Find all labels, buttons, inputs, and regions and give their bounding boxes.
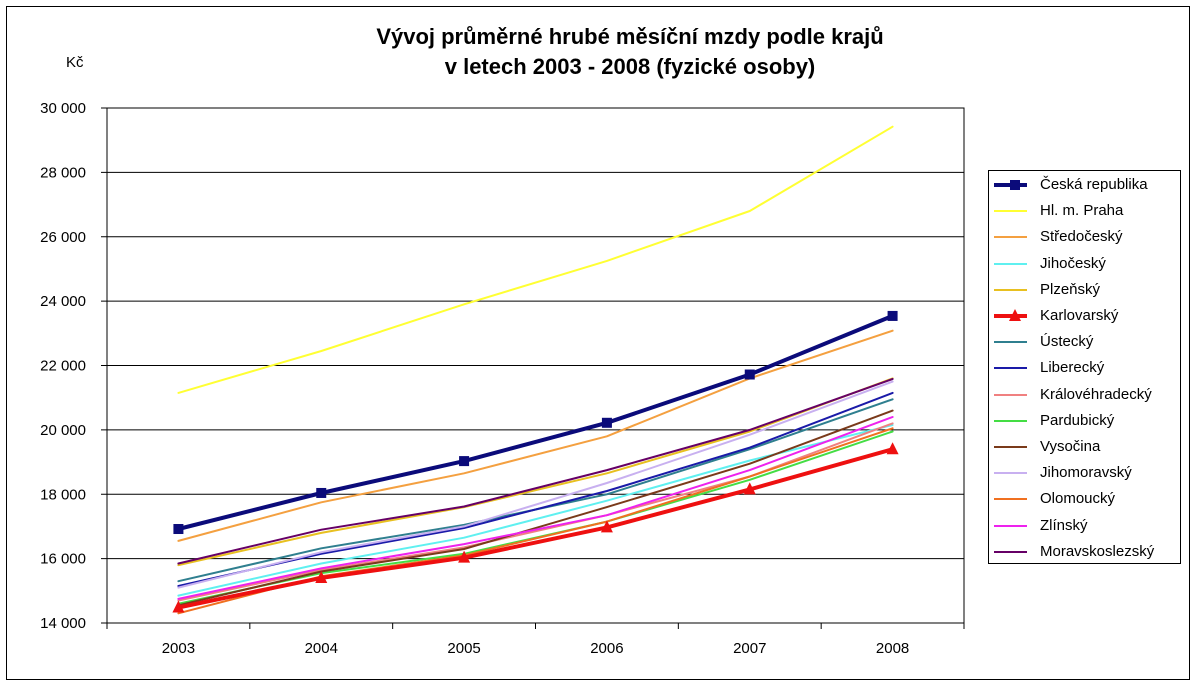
series-5-marker [743,482,756,495]
legend-item: Plzeňský [989,277,1180,303]
series-0-marker [887,310,898,321]
legend-swatch [994,524,1027,527]
series-5-marker [458,550,471,563]
series-0-marker [459,456,470,467]
legend-swatch [994,262,1027,265]
legend-label: Hl. m. Praha [1040,202,1124,220]
series-5-marker [886,442,899,455]
legend-swatch [994,367,1027,370]
legend-label: Moravskoslezský [1040,542,1155,560]
chart-legend: Česká republika Hl. m. Praha Středočeský Ji… [988,170,1181,564]
chart-title-line-1: Vývoj průměrné hrubé měsíční mzdy podle … [376,24,884,49]
legend-item: Moravskoslezský [989,539,1180,565]
legend-label: Česká republika [1040,176,1148,193]
legend-swatch [994,550,1027,553]
legend-label: Zlínský [1040,516,1088,534]
legend-label: Olomoucký [1040,490,1116,508]
y-tick-label: 20 000 [40,422,86,439]
legend-item: Královéhradecký [989,382,1180,408]
series-0-marker [316,487,327,498]
series-5-marker [600,520,613,533]
y-tick-label: 16 000 [40,551,86,568]
legend-swatch [994,210,1027,213]
x-tick-label: 2003 [162,640,195,657]
series-0-line [176,313,895,531]
legend-item: Karlovarský [989,303,1180,329]
legend-label: Karlovarský [1040,307,1119,324]
y-tick-label: 22 000 [40,358,86,375]
series-2-line [177,329,894,542]
legend-item: Vysočina [989,434,1180,460]
x-tick-label: 2008 [876,640,909,657]
legend-item: Pardubický [989,408,1180,434]
legend-swatch [994,341,1027,344]
legend-item: Hl. m. Praha [989,198,1180,224]
y-tick-label: 14 000 [40,615,86,632]
legend-item: Jihomoravský [989,460,1180,486]
legend-item: Liberecký [989,355,1180,381]
y-tick-label: 26 000 [40,229,86,246]
series-4-line [177,377,894,567]
legend-label: Středočeský [1040,228,1123,246]
legend-swatch [994,498,1027,501]
chart-title: Vývoj průměrné hrubé měsíční mzdy podle … [130,22,1130,82]
x-tick-label: 2004 [305,640,338,657]
legend-item: Olomoucký [989,486,1180,512]
series-13-line [177,416,894,600]
legend-swatch [994,419,1027,422]
y-tick-label: 18 000 [40,486,86,503]
legend-label: Královéhradecký [1040,385,1152,403]
y-axis-unit-label: Kč [66,54,84,71]
legend-item: Ústecký [989,329,1180,355]
legend-label: Ústecký [1040,333,1094,351]
x-tick-label: 2006 [590,640,623,657]
series-5-line [176,447,895,610]
series-5-marker [315,570,328,583]
legend-item: Středočeský [989,224,1180,250]
legend-item: Česká republika [989,172,1180,198]
legend-label: Vysočina [1040,438,1101,455]
series-0-marker [744,369,755,380]
series-0-marker [601,417,612,428]
x-tick-label: 2007 [733,640,766,657]
series-1-line [177,125,894,394]
legend-item: Zlínský [989,513,1180,539]
series-11-line [177,380,894,589]
legend-label: Plzeňský [1040,280,1101,298]
series-10-line [177,409,894,607]
series-7-line [177,391,894,587]
legend-swatch [994,472,1027,475]
legend-swatch [994,180,1027,190]
series-14-line [177,378,894,565]
legend-item: Jihočeský [989,251,1180,277]
legend-swatch [994,288,1027,291]
chart-title-line-2: v letech 2003 - 2008 (fyzické osoby) [444,54,816,79]
legend-swatch [994,236,1027,239]
legend-swatch [994,446,1027,448]
y-tick-label: 30 000 [40,100,86,117]
legend-label: Jihomoravský [1040,464,1132,482]
legend-label: Pardubický [1040,411,1115,429]
legend-label: Liberecký [1040,359,1105,377]
y-tick-label: 24 000 [40,293,86,310]
legend-swatch [994,393,1027,396]
series-0-marker [173,524,184,535]
legend-swatch [994,309,1027,321]
y-tick-label: 28 000 [40,164,86,181]
series-5-marker [172,600,185,613]
x-tick-label: 2005 [447,640,480,657]
legend-label: Jihočeský [1040,254,1106,272]
